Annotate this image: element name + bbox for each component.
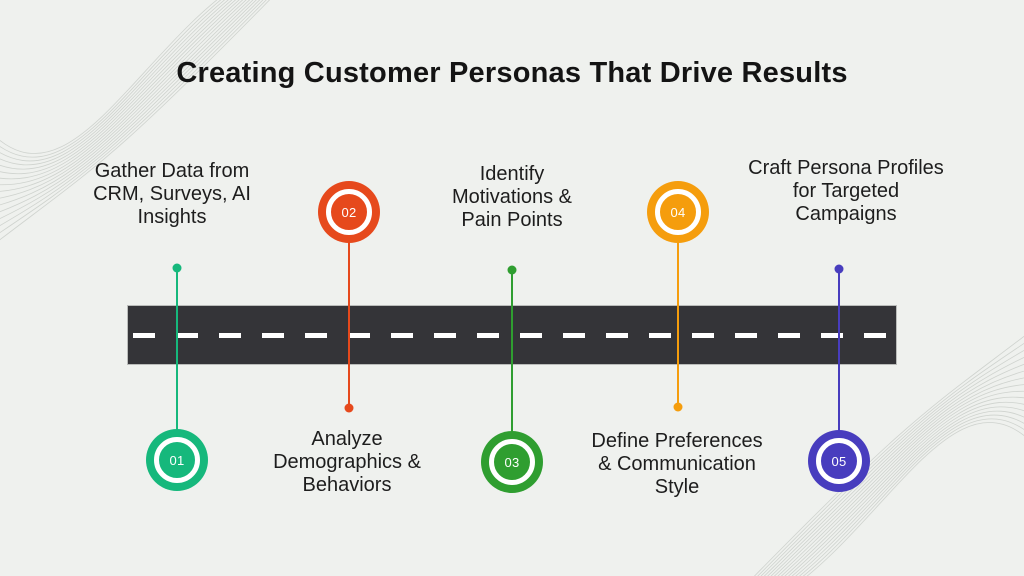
milestone-04-marker: 04 [647, 181, 709, 243]
milestone-01-number: 01 [169, 452, 185, 468]
milestone-04-ring: 04 [655, 189, 701, 235]
milestone-03-dot [507, 265, 517, 275]
milestone-03-connector-line [511, 270, 513, 462]
milestone-03-marker: 03 [481, 431, 543, 493]
milestone-02-number: 02 [341, 204, 357, 220]
milestone-01-connector-line [176, 268, 178, 461]
milestone-05-label: Craft Persona Profiles for Targeted Camp… [748, 157, 944, 225]
milestone-05-number: 05 [831, 453, 847, 469]
corner-wave-decoration-top-left [0, 0, 271, 241]
milestone-03-number: 03 [504, 454, 520, 470]
milestone-05-marker: 05 [808, 430, 870, 492]
milestone-01-label: Gather Data from CRM, Surveys, AI Insigh… [93, 160, 251, 228]
milestone-01-dot [172, 263, 182, 273]
milestone-04-number: 04 [670, 204, 686, 220]
milestone-04-connector-line [677, 212, 679, 407]
milestone-04-dot [673, 402, 683, 412]
milestone-02-connector-line [348, 212, 350, 408]
milestone-01-ring: 01 [154, 437, 200, 483]
milestone-01-marker: 01 [146, 429, 208, 491]
milestone-02-ring: 02 [326, 189, 372, 235]
milestone-05-dot [834, 264, 844, 274]
milestone-03-ring: 03 [489, 439, 535, 485]
milestone-02-marker: 02 [318, 181, 380, 243]
milestone-02-label: Analyze Demographics & Behaviors [273, 428, 421, 496]
page-title: Creating Customer Personas That Drive Re… [176, 57, 848, 89]
milestone-02-dot [344, 403, 354, 413]
milestone-05-ring: 05 [816, 438, 862, 484]
milestone-04-label: Define Preferences & Communication Style [591, 430, 763, 498]
milestone-03-label: Identify Motivations & Pain Points [451, 163, 573, 231]
